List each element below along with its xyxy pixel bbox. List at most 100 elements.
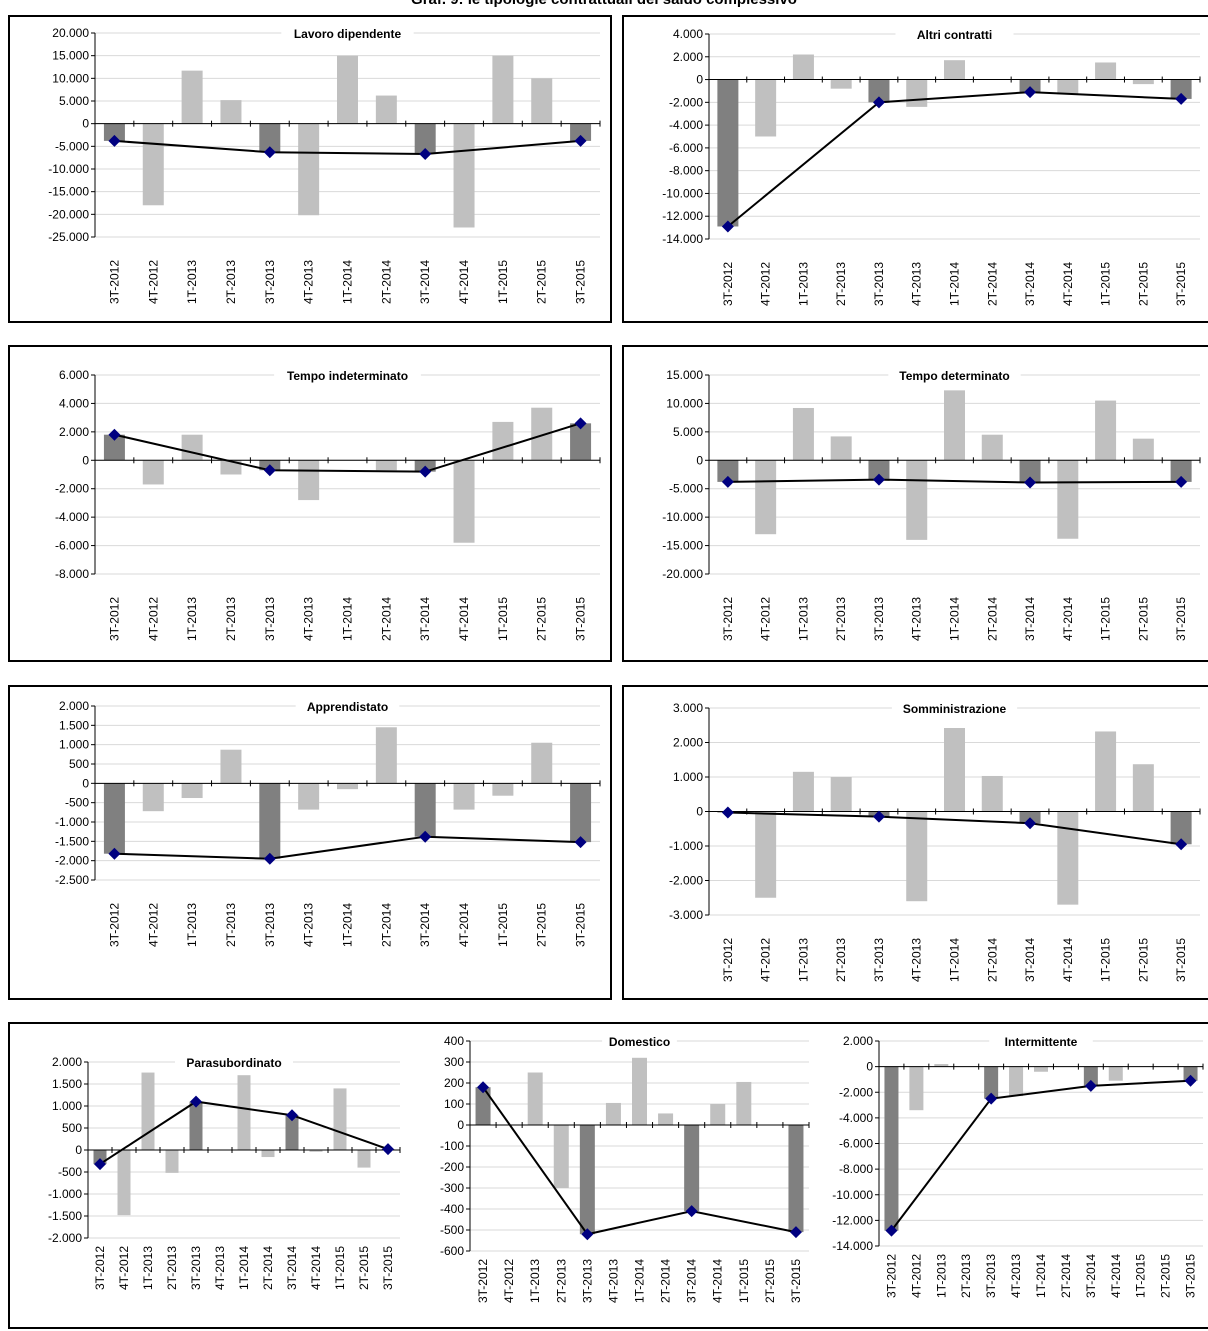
chart-6-bar	[93, 1150, 107, 1165]
chart-2-bar	[103, 434, 125, 461]
chart-1-xtick-label: 2T-2015	[1136, 262, 1150, 306]
chart-0-xtick-label: 1T-2015	[496, 260, 510, 304]
chart-1-xtick-label: 4T-2013	[910, 262, 924, 306]
chart-1-ytick-label: -4.000	[669, 118, 703, 132]
chart-4-bar	[453, 783, 475, 810]
chart-0-bar	[103, 123, 125, 141]
chart-3-ytick-label: 0	[696, 453, 703, 467]
chart-1-bar	[944, 60, 965, 80]
chart-3-bar	[830, 436, 852, 461]
chart-0-xtick-label: 2T-2014	[379, 260, 393, 304]
chart-7-bar	[658, 1113, 674, 1125]
chart-4-xtick-label: 1T-2015	[496, 903, 510, 947]
chart-2-bar	[531, 407, 553, 461]
chart-7-bar	[579, 1125, 595, 1235]
chart-7-marker	[581, 1228, 594, 1241]
chart-5-xtick-label: 2T-2013	[834, 938, 848, 982]
chart-0-xtick-label: 3T-2015	[574, 260, 588, 304]
chart-7-xtick-label: 4T-2014	[711, 1259, 725, 1303]
chart-0-xtick-label: 1T-2013	[185, 260, 199, 304]
chart-8-marker	[1084, 1079, 1097, 1092]
chart-7-ytick-label: -400	[440, 1202, 464, 1216]
chart-0-xtick-label: 4T-2013	[302, 260, 316, 304]
chart-3-xtick-label: 1T-2013	[796, 597, 810, 641]
chart-0-ytick-label: 20.000	[52, 26, 89, 40]
chart-3-marker	[872, 473, 885, 486]
chart-1-bar	[717, 79, 739, 227]
chart-2-bar	[181, 434, 203, 461]
chart-panel-somministrazione: 3.000 2.000 1.000 0 -1.000 -2.000 -3.000 3T-201…	[622, 685, 1208, 1000]
chart-5-bar	[1057, 811, 1079, 905]
chart-0-xtick-label: 2T-2013	[224, 260, 238, 304]
chart-7-xtick-label: 2T-2013	[554, 1259, 568, 1303]
chart-2-xtick-label: 3T-2013	[263, 597, 277, 641]
chart-7-bar	[684, 1125, 700, 1212]
chart-3-bar	[981, 434, 1003, 461]
chart-1-xtick-label: 3T-2012	[721, 262, 735, 306]
chart-6-ytick-label: 1.000	[52, 1099, 82, 1113]
chart-7-bar	[475, 1087, 491, 1125]
chart-2-marker	[108, 428, 121, 441]
chart-3-bar	[868, 460, 890, 480]
chart-5-xtick-label: 3T-2012	[721, 938, 735, 982]
chart-panel-lavoro-dipendente: 20.000 15.000 10.000 5.000 0 -5.000 -10.000 -15…	[8, 15, 612, 323]
chart-0-marker	[108, 134, 121, 147]
chart-7-series-line	[482, 1086, 797, 1236]
chart-1-bar	[755, 79, 777, 137]
chart-6-xtick-label: 4T-2013	[213, 1246, 227, 1290]
chart-6-marker	[382, 1143, 394, 1156]
chart-5-xtick-label: 3T-2015	[1174, 938, 1188, 982]
chart-7-ytick-label: -600	[440, 1244, 464, 1258]
chart-4-bar	[181, 783, 203, 799]
chart-3-xtick-label: 1T-2015	[1099, 597, 1113, 641]
chart-4-series-line	[114, 835, 581, 860]
chart-8-bar	[1108, 1066, 1123, 1081]
chart-2-xtick-label: 4T-2013	[302, 597, 316, 641]
chart-2-bar	[453, 460, 475, 543]
chart-5-ytick-label: 2.000	[673, 736, 703, 750]
chart-4-ytick-label: 0	[82, 776, 89, 790]
chart-3-xtick-label: 2T-2015	[1136, 597, 1150, 641]
chart-5-marker	[872, 810, 885, 823]
chart-5-ytick-label: 1.000	[673, 770, 703, 784]
chart-6-bar	[309, 1150, 323, 1152]
chart-6-ytick-label: -2.000	[48, 1231, 82, 1245]
chart-0-marker	[419, 148, 432, 161]
chart-4-marker	[263, 852, 276, 865]
chart-0-ytick-label: -20.000	[48, 207, 89, 221]
chart-4-xtick-label: 2T-2013	[224, 903, 238, 947]
chart-2-bar	[492, 421, 514, 461]
chart-5-xtick-label: 3T-2014	[1023, 938, 1037, 982]
chart-3-bar	[944, 390, 965, 461]
chart-8-xtick-label: 3T-2015	[1184, 1254, 1198, 1298]
chart-3-xtick-label: 3T-2014	[1023, 597, 1037, 641]
chart-8-xtick-label: 4T-2013	[1009, 1254, 1023, 1298]
chart-5-bar	[830, 777, 852, 812]
chart-parasubordinato: 2.000 1.500 1.000 500 0 -500 -1.000 -1.500 -2.00…	[48, 1055, 401, 1290]
chart-8-title: Intermittente	[1005, 1035, 1078, 1049]
chart-7-xtick-label: 3T-2015	[789, 1259, 803, 1303]
chart-6-ytick-label: -500	[58, 1165, 82, 1179]
chart-6-series-line	[99, 1100, 389, 1165]
chart-8-bar	[884, 1066, 899, 1231]
chart-2-xtick-label: 1T-2014	[341, 597, 355, 641]
chart-3-ytick-label: 5.000	[673, 425, 703, 439]
chart-2-xtick-label: 2T-2014	[379, 597, 393, 641]
chart-3-ytick-label: -5.000	[669, 482, 703, 496]
chart-4-bar	[492, 783, 514, 796]
chart-6-ytick-label: -1.500	[48, 1209, 82, 1223]
chart-8-bar	[909, 1066, 924, 1111]
chart-1-xtick-label: 4T-2014	[1061, 262, 1075, 306]
chart-7-bar	[605, 1102, 621, 1125]
chart-0-ytick-label: 0	[82, 117, 89, 131]
chart-3-ytick-label: -10.000	[662, 510, 703, 524]
chart-somministrazione: 3.000 2.000 1.000 0 -1.000 -2.000 -3.000 3T-201…	[669, 701, 1201, 982]
chart-3-xtick-label: 4T-2012	[759, 597, 773, 641]
chart-4-ytick-label: -2.500	[55, 873, 89, 887]
chart-1-xtick-label: 1T-2013	[796, 262, 810, 306]
chart-3-xtick-label: 2T-2014	[985, 597, 999, 641]
chart-2-marker	[574, 417, 587, 430]
chart-7-ytick-label: 200	[444, 1076, 464, 1090]
chart-2-xtick-label: 3T-2012	[107, 597, 121, 641]
chart-4-xtick-label: 3T-2012	[107, 903, 121, 947]
